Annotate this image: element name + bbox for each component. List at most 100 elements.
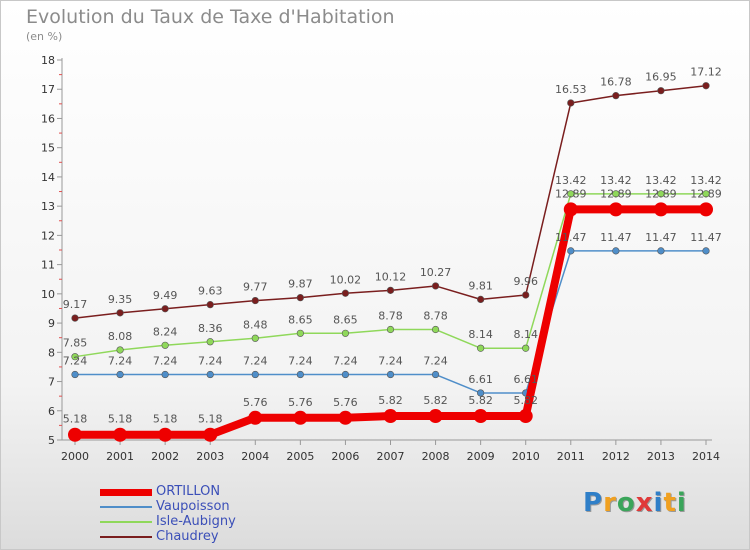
chart-subtitle: (en %) — [26, 30, 63, 43]
data-label: 6.61 — [513, 373, 538, 386]
x-tick-label: 2011 — [557, 450, 585, 463]
data-point — [116, 346, 124, 354]
data-label: 12.89 — [600, 187, 632, 200]
y-tick-label: 9 — [48, 317, 55, 330]
data-label: 17.12 — [690, 66, 722, 79]
data-point — [161, 341, 169, 349]
data-label: 8.14 — [513, 328, 538, 341]
data-label: 8.78 — [423, 310, 448, 323]
x-tick-label: 2006 — [331, 450, 359, 463]
x-tick-label: 2000 — [61, 450, 89, 463]
data-label: 7.85 — [63, 337, 88, 350]
data-label: 7.24 — [108, 355, 133, 368]
data-label: 13.42 — [690, 174, 722, 187]
data-point — [522, 291, 530, 299]
x-tick-label: 2001 — [106, 450, 134, 463]
x-tick-label: 2007 — [377, 450, 405, 463]
data-label: 5.18 — [108, 413, 133, 426]
data-point — [296, 294, 304, 302]
x-tick-label: 2010 — [512, 450, 540, 463]
data-point — [567, 190, 575, 198]
y-tick-label: 18 — [41, 54, 55, 67]
data-point — [608, 202, 623, 217]
data-point — [341, 370, 350, 379]
data-point — [518, 409, 533, 424]
x-tick-label: 2004 — [241, 450, 269, 463]
data-label: 13.42 — [555, 174, 587, 187]
data-point — [702, 82, 710, 90]
data-point — [293, 410, 308, 425]
data-point — [251, 296, 259, 305]
data-label: 16.95 — [645, 71, 677, 84]
y-tick-label: 17 — [41, 83, 55, 96]
data-label: 12.89 — [690, 187, 722, 200]
data-label: 9.81 — [468, 279, 493, 292]
data-point — [653, 202, 668, 217]
data-point — [657, 190, 665, 198]
data-label: 5.18 — [63, 413, 88, 426]
data-label: 7.24 — [423, 355, 448, 368]
data-point — [203, 427, 218, 442]
data-label: 11.47 — [690, 231, 722, 244]
data-point — [248, 410, 263, 425]
data-label: 9.87 — [288, 278, 313, 291]
y-tick-label: 16 — [41, 112, 55, 125]
logo-letter: x — [635, 488, 654, 518]
data-label: 13.42 — [645, 174, 677, 187]
data-point — [563, 202, 578, 217]
data-point — [206, 338, 214, 346]
data-point — [116, 370, 124, 379]
data-point — [113, 427, 128, 442]
data-point — [206, 370, 214, 379]
data-point — [567, 247, 575, 255]
data-point — [699, 202, 713, 217]
legend-swatch — [100, 488, 152, 496]
data-label: 8.65 — [288, 313, 313, 326]
data-point — [161, 370, 169, 379]
data-label: 8.08 — [108, 330, 133, 343]
logo-letter: r — [603, 488, 617, 518]
data-label: 16.78 — [600, 76, 632, 89]
legend-label: ORTILLON — [156, 484, 221, 499]
data-label: 9.17 — [63, 298, 88, 311]
data-label: 10.12 — [375, 270, 407, 283]
legend-label: Chaudrey — [156, 529, 219, 544]
legend-swatch — [100, 506, 152, 508]
data-point — [612, 247, 620, 255]
data-point — [567, 99, 575, 107]
data-point — [68, 427, 82, 442]
data-label: 7.24 — [378, 355, 403, 368]
y-tick-label: 5 — [48, 434, 55, 447]
x-tick-label: 2002 — [151, 450, 179, 463]
y-tick-label: 8 — [48, 346, 55, 359]
legend-label: Isle-Aubigny — [156, 514, 236, 529]
data-label: 7.24 — [198, 355, 223, 368]
data-point — [386, 325, 395, 334]
data-label: 11.47 — [555, 231, 587, 244]
chart-title: Evolution du Taux de Taxe d'Habitation — [26, 6, 395, 28]
x-tick-label: 2005 — [286, 450, 314, 463]
data-label: 5.82 — [378, 394, 403, 407]
data-point — [71, 353, 79, 361]
legend-swatch — [100, 521, 152, 523]
data-point — [296, 329, 304, 337]
data-point — [657, 87, 665, 95]
data-point — [522, 344, 530, 352]
data-label: 5.18 — [153, 413, 178, 426]
x-tick-label: 2009 — [467, 450, 495, 463]
data-point — [206, 301, 214, 309]
y-tick-label: 6 — [48, 405, 55, 418]
data-point — [477, 344, 485, 352]
x-tick-label: 2008 — [422, 450, 450, 463]
data-label: 5.76 — [288, 396, 313, 409]
data-point — [473, 409, 488, 424]
y-tick-label: 10 — [41, 288, 55, 301]
data-point — [116, 309, 124, 317]
data-label: 9.63 — [198, 285, 223, 298]
data-label: 12.89 — [555, 187, 587, 200]
logo-letter: i — [676, 488, 687, 518]
data-point — [431, 282, 440, 290]
y-tick-label: 13 — [41, 200, 55, 213]
data-point — [296, 370, 304, 379]
